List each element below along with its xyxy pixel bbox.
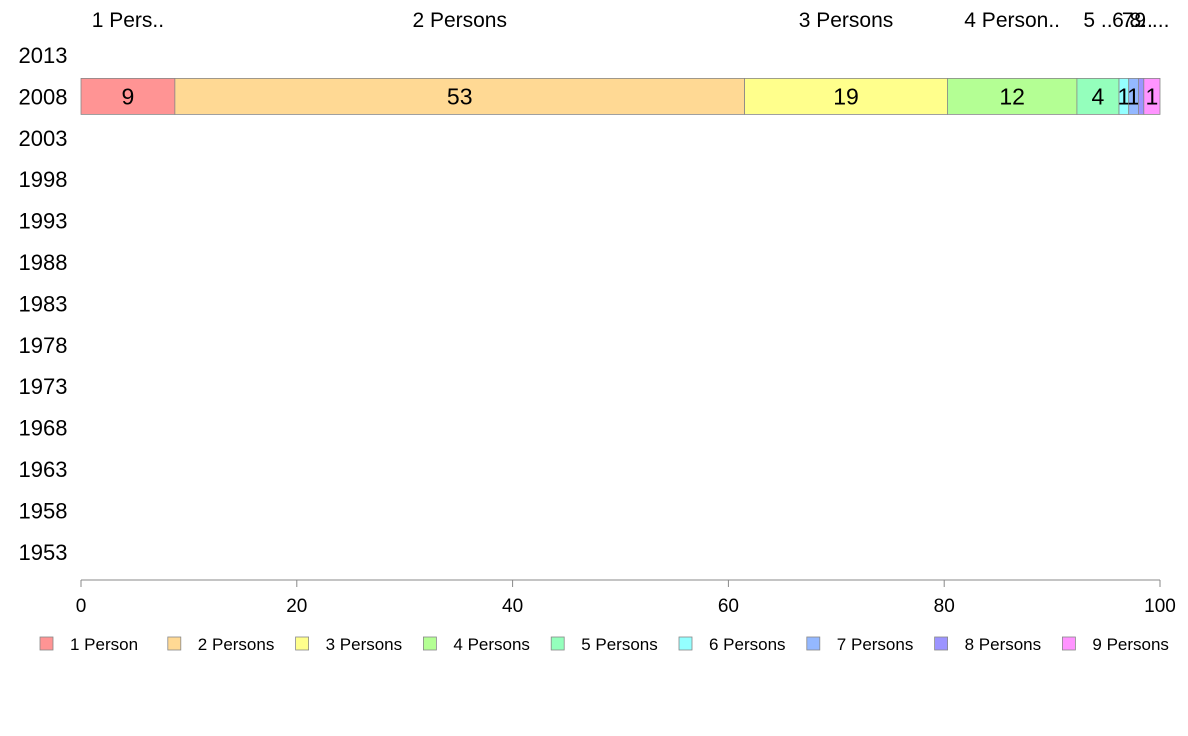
legend-label: 5 Persons — [581, 635, 658, 654]
legend-item: 6 Persons — [678, 635, 786, 654]
legend: 1 Person 2 Persons 3 Persons 4 Persons 5 Per… — [39, 635, 1169, 654]
y-tick-label: 2008 — [19, 84, 68, 109]
legend-item: 1 Person — [39, 635, 138, 654]
bars: 9 53 19 12 4 11 1 — [80, 78, 1161, 115]
y-tick-label: 1988 — [19, 250, 68, 275]
column-header-labels: 1 Pers.. 2 Persons 3 Persons 4 Person.. 5 ..… — [92, 9, 1170, 32]
data-label: 1 — [1127, 83, 1140, 109]
legend-swatch — [1062, 636, 1076, 651]
bar-segment — [1138, 78, 1145, 115]
bar-segment — [744, 78, 948, 115]
legend-label: 7 Persons — [837, 635, 914, 654]
y-tick-label: 1963 — [19, 457, 68, 482]
y-tick-label: 1978 — [19, 333, 68, 358]
x-tick-label: 100 — [1144, 596, 1176, 617]
legend-swatch — [167, 636, 182, 651]
y-tick-label: 1953 — [19, 540, 68, 565]
bar-segment — [1076, 78, 1120, 115]
legend-item: 9 Persons — [1062, 635, 1169, 654]
legend-label: 9 Persons — [1092, 635, 1169, 654]
legend-item: 8 Persons — [934, 635, 1042, 654]
column-header-label: 6.. — [1112, 9, 1135, 32]
column-header-label: 9 ... — [1134, 9, 1169, 32]
x-tick-label: 80 — [934, 596, 955, 617]
x-tick-label: 40 — [502, 596, 523, 617]
column-header-label: 2 Persons — [412, 9, 507, 32]
data-label: 53 — [447, 83, 473, 109]
legend-item: 2 Persons — [167, 635, 275, 654]
data-label: 12 — [999, 83, 1025, 109]
y-tick-label: 1973 — [19, 374, 68, 399]
column-header-label: 8.. — [1129, 9, 1152, 32]
legend-swatch — [550, 636, 565, 651]
x-tick-label: 60 — [718, 596, 739, 617]
x-tick-label: 20 — [286, 596, 307, 617]
data-label: 9 — [122, 83, 135, 109]
column-header-label: 7.. — [1122, 9, 1145, 32]
legend-swatch — [678, 636, 693, 651]
y-tick-label: 1958 — [19, 498, 68, 523]
data-label: 4 — [1092, 83, 1105, 109]
legend-swatch — [806, 636, 821, 651]
y-tick-label: 2013 — [19, 43, 68, 68]
y-tick-label: 1968 — [19, 416, 68, 441]
legend-swatch — [934, 636, 948, 651]
legend-item: 4 Persons — [422, 635, 530, 654]
legend-label: 1 Person — [70, 635, 138, 654]
column-header-label: 4 Person.. — [964, 9, 1060, 32]
legend-label: 3 Persons — [326, 635, 403, 654]
legend-item: 5 Persons — [550, 635, 658, 654]
bar-segment — [947, 78, 1078, 115]
column-header-label: 3 Persons — [799, 9, 894, 32]
column-header-label: 1 Pers.. — [92, 9, 164, 32]
y-tick-label: 1983 — [19, 291, 68, 316]
legend-item: 7 Persons — [806, 635, 914, 654]
legend-label: 2 Persons — [198, 635, 275, 654]
data-label: 1 — [1117, 83, 1130, 109]
legend-label: 6 Persons — [709, 635, 786, 654]
legend-label: 4 Persons — [453, 635, 530, 654]
y-axis: 2013 2008 2003 1998 1993 1988 1983 1978 1973 1968… — [19, 43, 68, 565]
legend-swatch — [295, 636, 310, 651]
bar-segment — [174, 78, 745, 115]
data-label: 1 — [1146, 83, 1159, 109]
x-tick-label: 0 — [76, 596, 87, 617]
column-header-label: 5 .. — [1083, 9, 1112, 32]
legend-label: 8 Persons — [965, 635, 1042, 654]
legend-swatch — [422, 636, 437, 651]
x-axis: 0 20 40 60 80 100 — [76, 579, 1176, 617]
y-tick-label: 2003 — [19, 126, 68, 151]
y-tick-label: 1993 — [19, 209, 68, 234]
data-label: 19 — [833, 83, 859, 109]
y-tick-label: 1998 — [19, 167, 68, 192]
legend-swatch — [39, 636, 54, 651]
legend-item: 3 Persons — [295, 635, 403, 654]
bar-segment — [80, 78, 176, 115]
bar-segment — [1143, 78, 1161, 115]
